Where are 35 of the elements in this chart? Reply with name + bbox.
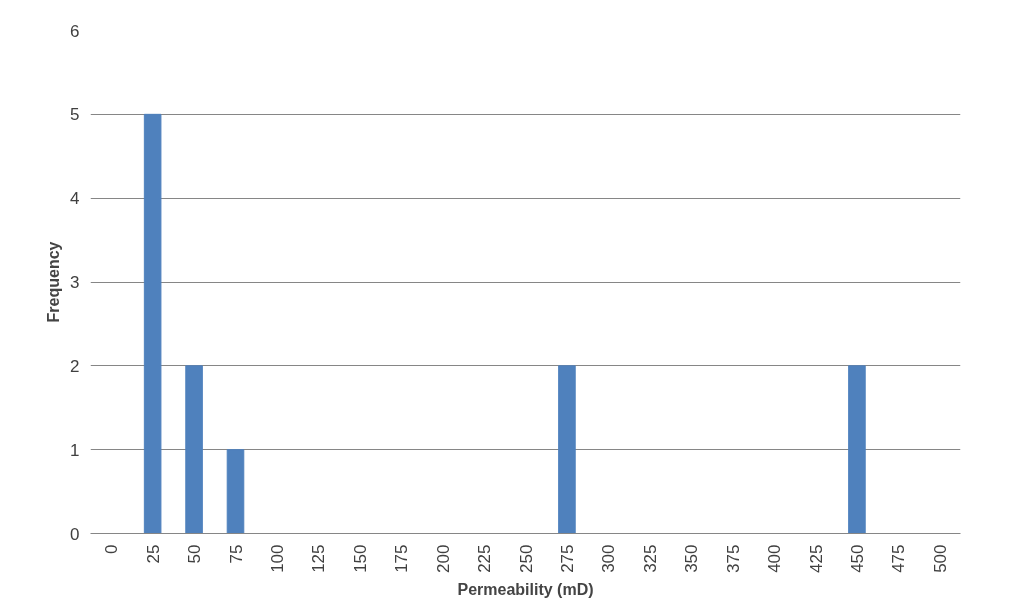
x-tick-label: 300 xyxy=(599,544,619,573)
y-axis-title: Frequency xyxy=(45,241,63,323)
x-axis-title: Permeability (mD) xyxy=(457,580,594,598)
y-tick-label: 3 xyxy=(70,273,80,292)
x-tick-label: 225 xyxy=(475,544,495,573)
x-tick-label: 275 xyxy=(557,544,577,573)
x-tick-label: 250 xyxy=(516,544,536,573)
y-tick-label: 1 xyxy=(70,440,80,460)
x-tick-label: 350 xyxy=(682,544,702,573)
x-tick-label: 50 xyxy=(185,544,205,564)
y-tick-label: 2 xyxy=(70,356,80,376)
x-tick-label: 175 xyxy=(392,544,412,573)
x-tick-label: 325 xyxy=(640,544,660,573)
x-tick-label: 125 xyxy=(309,544,329,573)
x-tick-label: 150 xyxy=(350,544,370,573)
x-tick-label: 450 xyxy=(847,544,867,573)
bar xyxy=(848,365,866,534)
x-tick-label: 375 xyxy=(723,544,743,573)
bar xyxy=(185,365,203,534)
y-tick-label: 5 xyxy=(70,105,80,125)
y-tick-label: 0 xyxy=(70,524,80,544)
y-tick-label: 4 xyxy=(70,189,80,209)
x-tick-label: 475 xyxy=(889,544,909,573)
x-tick-label: 425 xyxy=(806,544,826,573)
bar xyxy=(558,365,576,534)
y-tick-label: 6 xyxy=(70,21,80,41)
x-tick-label: 500 xyxy=(930,544,950,573)
x-tick-label: 75 xyxy=(226,544,246,564)
x-tick-label: 400 xyxy=(765,544,785,573)
x-tick-label: 200 xyxy=(433,544,453,573)
bar xyxy=(143,113,162,534)
bar xyxy=(226,449,245,534)
x-tick-label: 100 xyxy=(267,544,287,573)
x-tick-label: 0 xyxy=(102,544,122,554)
x-tick-label: 25 xyxy=(143,544,163,564)
